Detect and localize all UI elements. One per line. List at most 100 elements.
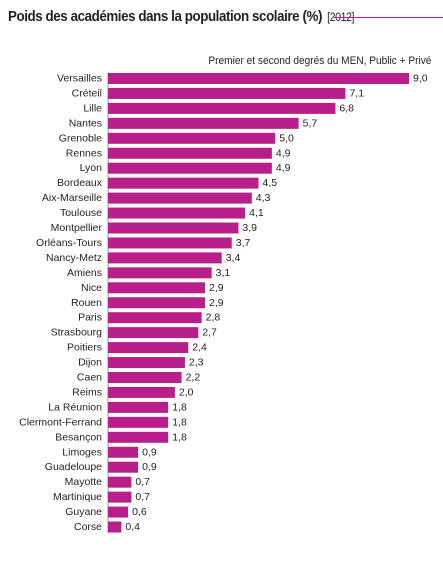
category-label: Reims: [72, 386, 102, 398]
value-label: 2,7: [202, 327, 217, 339]
category-label: Rouen: [71, 297, 102, 309]
title-rule: [334, 17, 443, 18]
bar: [108, 521, 122, 533]
category-label: Lyon: [80, 162, 103, 174]
bar-row: Reims 2,0: [72, 386, 193, 398]
value-label: 0,7: [135, 491, 150, 503]
bar-row: Limoges 0,9: [62, 446, 157, 458]
category-label: Dijon: [78, 357, 102, 369]
category-label: Grenoble: [59, 132, 102, 144]
category-label: Lille: [83, 102, 102, 114]
category-label: Toulouse: [60, 207, 102, 219]
chart-title: Poids des académies dans la population s…: [8, 9, 354, 25]
category-label: Nantes: [69, 117, 102, 129]
category-label: Strasbourg: [51, 327, 103, 339]
category-label: Orléans-Tours: [36, 237, 102, 249]
value-label: 1,8: [172, 416, 187, 428]
bar-row: Grenoble 5,0: [59, 132, 294, 144]
bar-row: Versailles 9,0: [57, 73, 428, 85]
value-label: 2,9: [209, 282, 224, 294]
bar: [108, 252, 222, 264]
bar-row: Guyane 0,6: [65, 506, 147, 518]
bar: [108, 237, 232, 249]
bar: [108, 282, 205, 294]
value-label: 5,0: [279, 132, 294, 144]
value-label: 2,2: [186, 372, 201, 384]
bar-row: Bordeaux 4,5: [57, 177, 277, 189]
value-label: 0,9: [142, 461, 157, 473]
category-label: Clermont-Ferrand: [19, 416, 102, 428]
chart-header: Poids des académies dans la population s…: [8, 9, 443, 29]
value-label: 0,7: [135, 476, 150, 488]
bar-row: Lyon 4,9: [80, 162, 291, 174]
bar: [108, 446, 139, 458]
bar-row: Rouen 2,9: [71, 297, 224, 309]
category-label: Amiens: [67, 267, 102, 279]
value-label: 2,0: [179, 386, 194, 398]
bar: [108, 327, 199, 339]
value-label: 2,8: [206, 312, 221, 324]
category-label: Rennes: [66, 147, 102, 159]
bar: [108, 147, 272, 159]
bar-row: Corse 0,4: [74, 521, 140, 533]
bar: [108, 207, 246, 219]
bar-row: Nantes 5,7: [69, 117, 318, 129]
bar-row: Clermont-Ferrand 1,8: [19, 416, 187, 428]
bar-row: Montpellier 3,9: [51, 222, 258, 234]
chart-year: [2012]: [327, 12, 355, 24]
category-label: Corse: [74, 521, 102, 533]
bar: [108, 342, 189, 354]
bar: [108, 177, 259, 189]
value-label: 7,1: [349, 87, 364, 99]
value-label: 3,7: [236, 237, 251, 249]
bar-row: Toulouse 4,1: [60, 207, 264, 219]
category-label: Créteil: [72, 87, 102, 99]
bar-row: Aix-Marseille 4,3: [42, 192, 271, 204]
value-label: 3,4: [226, 252, 241, 264]
category-label: Limoges: [62, 446, 102, 458]
bar: [108, 506, 129, 518]
category-label: Montpellier: [51, 222, 103, 234]
category-label: Caen: [77, 372, 102, 384]
bar: [108, 192, 252, 204]
bar-row: Besançon 1,8: [55, 431, 187, 443]
bar: [108, 401, 169, 413]
value-label: 9,0: [413, 73, 428, 85]
category-label: Poitiers: [67, 342, 102, 354]
category-label: Nancy-Metz: [46, 252, 102, 264]
category-label: Besançon: [55, 431, 102, 443]
bar-row: Dijon 2,3: [78, 357, 204, 369]
bar-row: Martinique 0,7: [53, 491, 150, 503]
value-label: 0,6: [132, 506, 147, 518]
value-label: 4,9: [276, 147, 291, 159]
bar-row: Créteil 7,1: [72, 87, 365, 99]
category-label: Martinique: [53, 491, 102, 503]
chart-subtitle: Premier et second degrés du MEN, Public …: [207, 55, 431, 67]
bar: [108, 386, 175, 398]
bar: [108, 461, 139, 473]
bar-row: Nice 2,9: [81, 282, 224, 294]
bar: [108, 372, 182, 383]
category-label: Bordeaux: [57, 177, 103, 189]
value-label: 2,3: [189, 357, 204, 369]
category-label: Guadeloupe: [45, 461, 102, 473]
bar: [108, 357, 185, 369]
bar-row: Poitiers 2,4: [67, 342, 207, 354]
value-label: 4,9: [276, 162, 291, 174]
bar-row: Paris 2,8: [78, 312, 220, 324]
value-label: 2,9: [209, 297, 224, 309]
bar: [108, 162, 272, 174]
category-label: Mayotte: [65, 476, 103, 488]
value-label: 4,5: [263, 177, 278, 189]
bar-row: Rennes 4,9: [66, 147, 291, 159]
bar: [108, 73, 409, 84]
bar-row: Lille 6,8: [83, 102, 354, 114]
bar-row: Orléans-Tours 3,7: [36, 237, 250, 249]
bar: [108, 222, 239, 234]
category-label: La Réunion: [48, 401, 102, 413]
value-label: 4,3: [256, 192, 271, 204]
bar: [108, 476, 132, 488]
value-label: 6,8: [339, 102, 354, 114]
value-label: 0,9: [142, 446, 157, 458]
bar-row: Mayotte 0,7: [65, 476, 151, 488]
